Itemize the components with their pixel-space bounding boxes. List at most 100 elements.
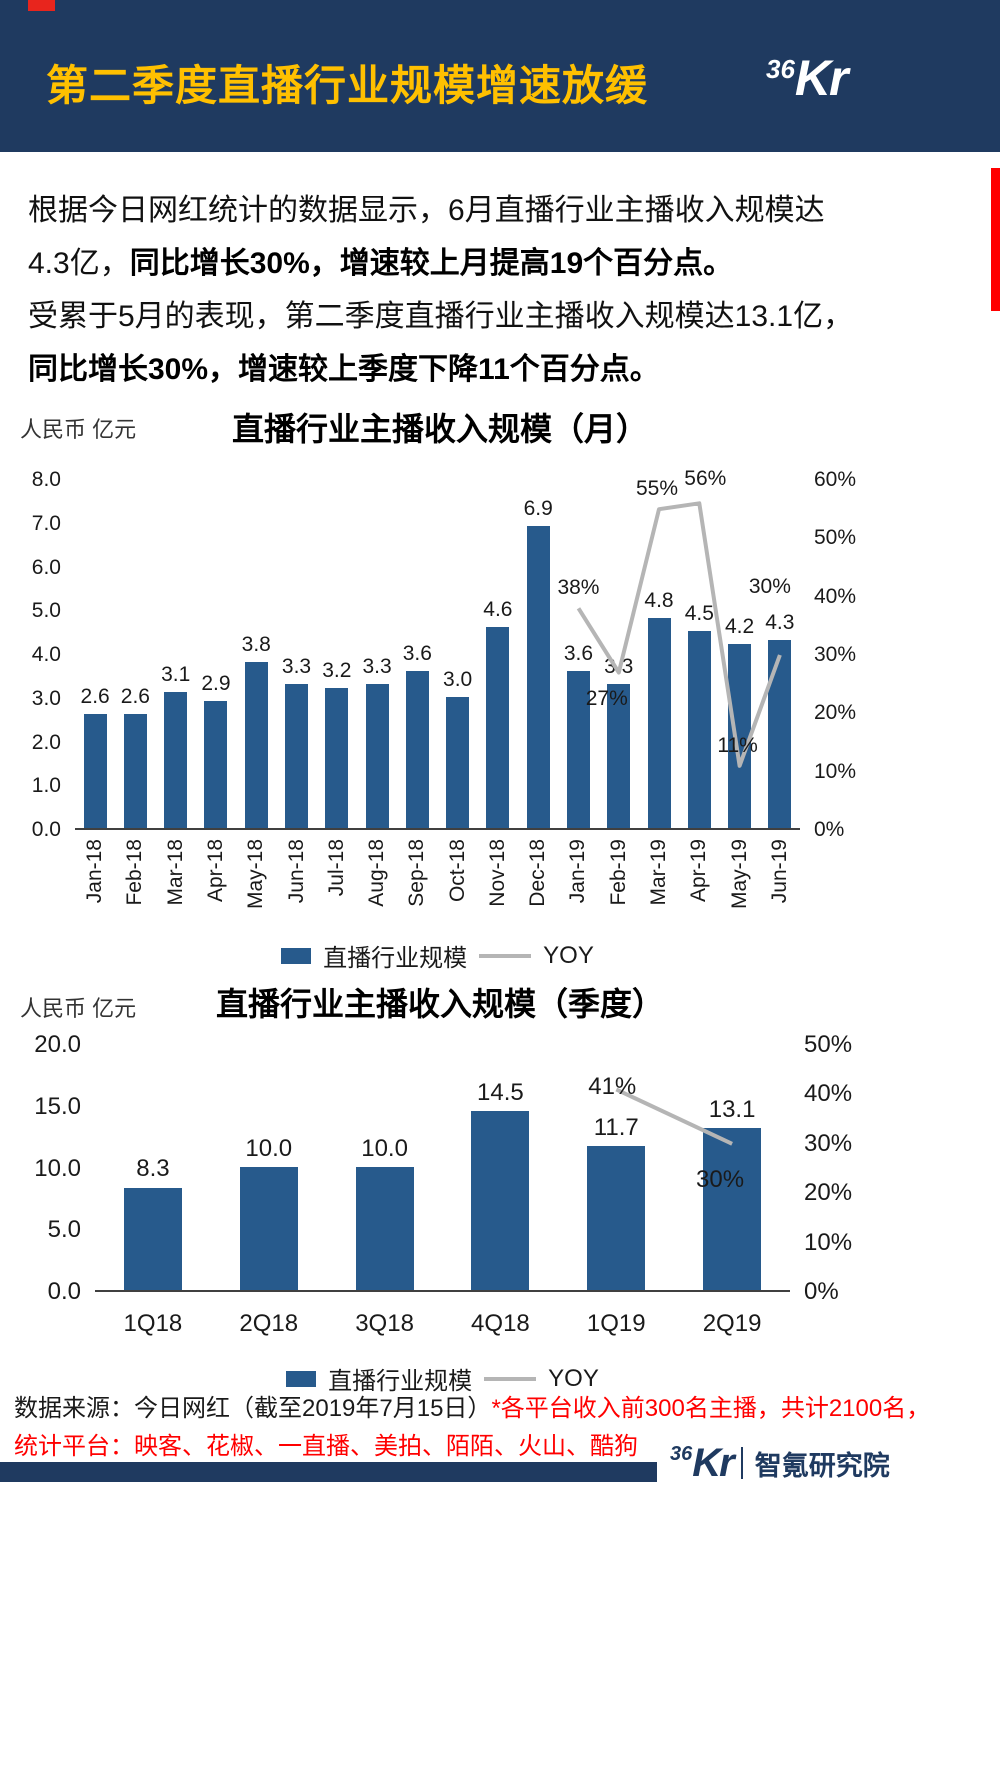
y-axis-label: 2.0 [31, 730, 61, 754]
bar-value-label: 3.8 [241, 632, 271, 656]
y2-axis-label: 20% [804, 1179, 853, 1207]
y2-axis-label: 50% [804, 1031, 853, 1058]
yoy-point-label: 38% [557, 576, 600, 600]
bar-Jan-18 [83, 714, 107, 828]
y-axis-label: 6.0 [31, 555, 61, 579]
intro-text: 受累于5月的表现，第二季度直播行业主播收入规模达13.1亿， [28, 300, 854, 333]
intro-text: 4.3亿， [28, 247, 130, 280]
page-title: 第二季度直播行业规模增速放缓 [46, 62, 649, 109]
legend-bar-label: 直播行业规模 [328, 1368, 473, 1395]
intro-line-3: 受累于5月的表现，第二季度直播行业主播收入规模达13.1亿， [28, 290, 978, 343]
bar-value-label: 3.6 [402, 641, 432, 665]
bar-value-label: 6.9 [523, 497, 553, 521]
y-axis-label: 20.0 [34, 1031, 81, 1058]
y-axis-label: 5.0 [47, 1216, 81, 1244]
bar-Dec-18 [526, 526, 550, 828]
plot-area: 2.6 2.6 3.1 2.9 3.8 3.3 3.2 3.3 3.6 3.0 4.6 6.9 3.6 3… [75, 467, 800, 830]
bar-Mar-18 [164, 692, 188, 828]
legend-line-label: YOY [548, 1364, 599, 1392]
y-axis-label: 0.0 [31, 818, 61, 841]
intro-line-2: 4.3亿，同比增长30%，增速较上月提高19个百分点。 [28, 237, 978, 290]
x-axis-label: Oct-18 [445, 839, 469, 903]
x-axis-label: 1Q18 [123, 1310, 183, 1337]
y2-axis-label: 0% [804, 1278, 839, 1305]
bar-Sep-18 [405, 670, 429, 828]
footer-source: 数据来源：今日网红（截至2019年7月15日）*各平台收入前300名主播，共计2… [14, 1390, 930, 1466]
source-label: 数据来源：今日网红（截至2019年7月15日） [14, 1395, 492, 1422]
quarterly-revenue-chart: 人民币 亿元 直播行业主播收入规模（季度） 8.3 10.0 10.0 14.5 11.… [0, 975, 1000, 1395]
bar-2Q19 [703, 1128, 762, 1290]
bar-value-label: 2.6 [120, 685, 150, 709]
legend-bar-swatch [281, 947, 312, 964]
bar-value-label: 3.3 [362, 654, 392, 678]
x-axis-label: 4Q18 [471, 1310, 530, 1337]
bar-2Q18 [239, 1166, 298, 1290]
monthly-revenue-chart: 人民币 亿元 直播行业主播收入规模（月） 2.6 2.6 3.1 2.9 3.8 3.3 3… [0, 398, 1000, 975]
bar-value-label: 3.2 [322, 659, 352, 682]
x-axis-label: Jun-19 [767, 839, 791, 904]
legend: 直播行业规模 YOY [95, 1361, 790, 1396]
x-axis-label: Mar-19 [647, 839, 671, 906]
yoy-point-label: 30% [696, 1165, 745, 1193]
intro-line-1: 根据今日网红统计的数据显示，6月直播行业主播收入规模达 [28, 184, 978, 237]
logo-kr-icon: Kr [692, 1441, 734, 1485]
chart-title: 直播行业主播收入规模（季度） [215, 986, 664, 1022]
x-axis-label: Mar-18 [163, 839, 187, 906]
axis-unit-label: 人民币 亿元 [20, 996, 137, 1021]
bar-3Q18 [355, 1166, 414, 1290]
y-axis-label: 7.0 [31, 511, 61, 535]
intro-line-4: 同比增长30%，增速较上季度下降11个百分点。 [28, 343, 978, 396]
y2-axis-label: 10% [814, 759, 857, 783]
bar-1Q18 [123, 1187, 182, 1290]
footer-line-2: 统计平台：映客、花椒、一直播、美拍、陌陌、火山、酷狗 [14, 1433, 638, 1460]
y-axis-label: 5.0 [31, 599, 61, 623]
legend-bar-label: 直播行业规模 [323, 945, 468, 972]
bar-Apr-19 [687, 631, 711, 828]
bar-Feb-18 [123, 714, 147, 828]
bar-Jul-18 [325, 688, 349, 828]
bar-value-label: 3.1 [161, 663, 191, 687]
org-name: 智氪研究院 [754, 1450, 890, 1481]
yoy-point-label: 41% [588, 1073, 637, 1101]
logo-36-icon: 36 [670, 1443, 693, 1465]
bar-value-label: 4.3 [765, 610, 795, 634]
bar-Nov-18 [486, 626, 510, 828]
bar-value-label: 10.0 [361, 1134, 408, 1162]
x-axis-label: May-18 [244, 839, 268, 910]
bar-value-label: 3.0 [443, 667, 473, 691]
bar-value-label: 8.3 [136, 1155, 170, 1183]
axis-unit-label: 人民币 亿元 [20, 417, 137, 442]
y2-axis-label: 30% [804, 1129, 853, 1157]
bar-value-label: 10.0 [245, 1134, 293, 1162]
bar-4Q18 [471, 1110, 530, 1290]
x-axis-label: May-19 [727, 839, 751, 910]
bottom-logo-36kr: 36 Kr 智氪研究院 [670, 1440, 890, 1486]
bar-value-label: 14.5 [477, 1078, 524, 1106]
bar-Mar-19 [647, 618, 671, 828]
legend-line-swatch [479, 953, 532, 958]
y-axis-label: 4.0 [31, 643, 61, 666]
yoy-point-label: 55% [636, 477, 679, 501]
legend-line-label: YOY [543, 941, 594, 969]
logo-kr-icon: Kr [794, 50, 849, 106]
intro-paragraph: 根据今日网红统计的数据显示，6月直播行业主播收入规模达 4.3亿，同比增长30%… [28, 184, 978, 396]
y2-axis-label: 30% [814, 643, 857, 666]
y-axis-label: 3.0 [31, 686, 61, 710]
yoy-point-label: 11% [717, 733, 758, 757]
bar-value-label: 2.9 [201, 672, 231, 696]
x-axis-label: Aug-18 [365, 839, 389, 907]
bar-1Q19 [587, 1145, 646, 1290]
legend-line-swatch [484, 1376, 537, 1381]
y-axis-label: 1.0 [31, 774, 61, 798]
x-axis-label: 2Q19 [702, 1310, 762, 1337]
x-axis-label: Feb-18 [123, 839, 147, 906]
right-accent-strip [991, 168, 1000, 311]
x-axis-label: Apr-18 [203, 839, 227, 903]
bar-value-label: 4.6 [483, 597, 513, 621]
y2-axis-label: 40% [814, 584, 857, 608]
yoy-point-label: 30% [748, 575, 791, 598]
header-band: 第二季度直播行业规模增速放缓 36 Kr [0, 0, 1000, 152]
bar-Aug-18 [365, 683, 389, 828]
bar-Oct-18 [446, 696, 470, 828]
y-axis-label: 0.0 [47, 1278, 81, 1305]
